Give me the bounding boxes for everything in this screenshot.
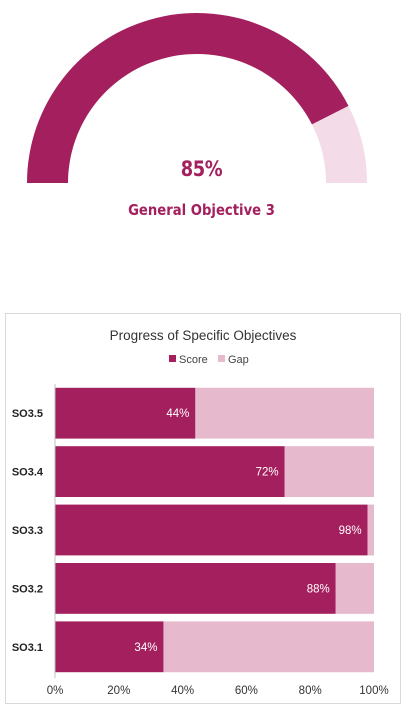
gauge-title: General Objective 3: [128, 201, 275, 219]
gauge-value-label: 85%: [180, 157, 223, 181]
bar-score-so3-1: [55, 621, 164, 673]
legend-label-score: Score: [179, 354, 208, 366]
data-label-so3-4: 72%: [256, 467, 279, 479]
x-tick-label-1: 20%: [107, 685, 130, 697]
category-label-so3-5: SO3.5: [12, 408, 43, 420]
bar-score-so3-2: [55, 562, 336, 614]
gauge-remaining-arc: [311, 105, 367, 183]
bar-chart-svg: Progress of Specific Objectives Score Gap 4…: [12, 328, 389, 697]
x-tick-label-0: 0%: [47, 685, 64, 697]
x-tick-label-3: 60%: [235, 685, 258, 697]
gauge-value-arc: [27, 13, 349, 184]
category-label-so3-3: SO3.3: [12, 525, 43, 537]
legend-swatch-score: [169, 355, 176, 362]
gauge-chart: 85% General Objective 3: [0, 0, 403, 260]
bar-score-so3-3: [55, 504, 368, 556]
data-label-so3-5: 44%: [166, 408, 189, 420]
bar-gap-so3-5: [195, 387, 374, 439]
legend-swatch-gap: [218, 355, 225, 362]
category-label-so3-4: SO3.4: [12, 467, 44, 479]
x-tick-label-5: 100%: [359, 685, 388, 697]
data-label-so3-3: 98%: [339, 525, 362, 537]
bar-score-so3-4: [55, 446, 285, 498]
category-label-so3-2: SO3.2: [12, 583, 43, 595]
bar-gap-so3-2: [335, 562, 374, 614]
x-tick-label-2: 40%: [171, 685, 194, 697]
bar-gap-so3-1: [163, 621, 374, 673]
data-label-so3-2: 88%: [307, 583, 330, 595]
bar-chart-container: Progress of Specific Objectives Score Gap 4…: [5, 313, 401, 704]
chart-title: Progress of Specific Objectives: [110, 328, 297, 343]
x-tick-label-4: 80%: [299, 685, 322, 697]
gauge-svg: [27, 13, 367, 184]
bar-gap-so3-4: [284, 446, 374, 498]
category-label-so3-1: SO3.1: [12, 642, 43, 654]
legend-label-gap: Gap: [228, 354, 249, 366]
bar-gap-so3-3: [367, 504, 374, 556]
data-label-so3-1: 34%: [134, 642, 157, 654]
bar-score-so3-5: [55, 387, 196, 439]
